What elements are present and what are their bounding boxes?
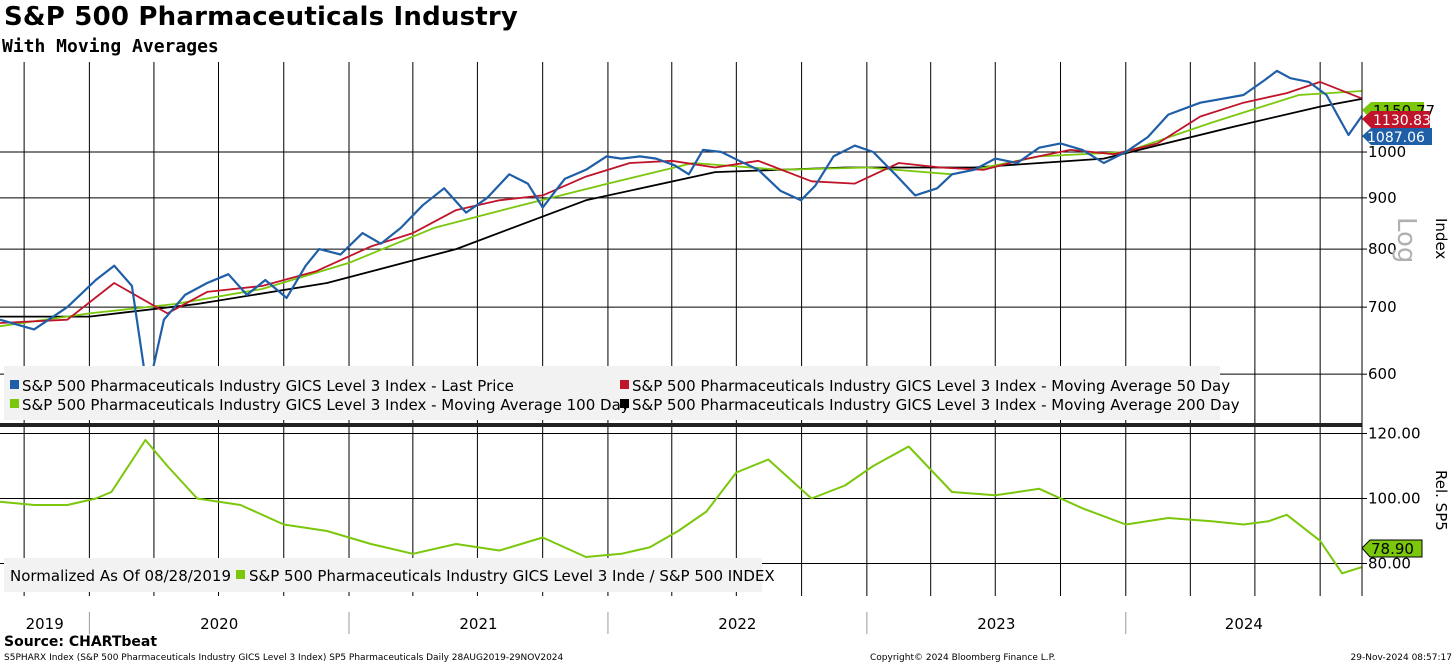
series-line-ma50 (0, 81, 1363, 324)
legend-swatch-ma200 (620, 399, 629, 408)
series-line-last-price (0, 69, 1363, 394)
grid (0, 62, 1362, 596)
lower-series (0, 439, 1363, 575)
lower-legend-box (4, 558, 762, 592)
x-year-label: 2019 (26, 615, 64, 633)
x-year-label: 2021 (459, 615, 497, 633)
x-year-label: 2020 (200, 615, 238, 633)
y-tick-label: 800 (1368, 240, 1397, 258)
log-scale-label: Log (1391, 217, 1421, 263)
tag-last-price: 1087.06 (1362, 128, 1432, 146)
panel-separator (0, 423, 1362, 427)
x-axis-years: 2019 2020 2021 2022 2023 2024 (26, 612, 1263, 634)
chart-subtitle: With Moving Averages (2, 36, 219, 57)
tag-last-price-text: 1087.06 (1367, 130, 1425, 146)
legend-ma200: S&P 500 Pharmaceuticals Industry GICS Le… (632, 396, 1240, 414)
legend-swatch-last-price (10, 380, 19, 389)
lower-axis-ticks: 80.00 100.00 120.00 (1362, 425, 1421, 573)
legend-swatch-relative (236, 570, 245, 579)
legend-ma50: S&P 500 Pharmaceuticals Industry GICS Le… (632, 377, 1230, 395)
footer-center: Copyright© 2024 Bloomberg Finance L.P. (870, 653, 1056, 663)
x-year-label: 2022 (718, 615, 756, 633)
y-tick-label: 120.00 (1368, 425, 1421, 443)
lower-axis-label: Rel. SP5 (1432, 470, 1450, 531)
upper-axis-ticks: 600 700 800 900 1000 (1362, 143, 1406, 383)
y-tick-label: 100.00 (1368, 490, 1421, 508)
upper-legend-box (4, 366, 1220, 420)
series-line-ma200 (0, 98, 1363, 318)
source-label: Source: CHARTbeat (4, 634, 158, 650)
legend-swatch-ma100 (10, 399, 19, 408)
footer-right: 29-Nov-2024 08:57:17 (1350, 653, 1452, 663)
y-tick-label: 80.00 (1368, 555, 1411, 573)
y-tick-label: 700 (1368, 298, 1397, 316)
series-line-relative (0, 439, 1363, 575)
series-line-ma100 (0, 90, 1363, 328)
tag-ma50: 1130.83 (1362, 111, 1431, 129)
legend-ma100: S&P 500 Pharmaceuticals Industry GICS Le… (22, 396, 630, 414)
footer-left: S5PHARX Index (S&P 500 Pharmaceuticals I… (4, 653, 564, 663)
tag-ma50-text: 1130.83 (1373, 113, 1431, 129)
legend-normalized: Normalized As Of 08/28/2019 (10, 567, 231, 585)
y-tick-label: 600 (1368, 365, 1397, 383)
y-tick-label: 1000 (1368, 143, 1406, 161)
y-tick-label: 900 (1368, 189, 1397, 207)
x-year-label: 2024 (1225, 615, 1263, 633)
legend-last-price: S&P 500 Pharmaceuticals Industry GICS Le… (22, 377, 514, 395)
upper-series (0, 69, 1363, 394)
tag-relative-text: 78.90 (1371, 540, 1414, 558)
tag-relative: 78.90 (1361, 539, 1423, 558)
upper-axis-label: Index (1432, 218, 1450, 259)
legend-swatch-ma50 (620, 380, 629, 389)
chart-title: S&P 500 Pharmaceuticals Industry (4, 2, 519, 32)
legend-relative: S&P 500 Pharmaceuticals Industry GICS Le… (249, 567, 775, 585)
x-year-label: 2023 (977, 615, 1015, 633)
